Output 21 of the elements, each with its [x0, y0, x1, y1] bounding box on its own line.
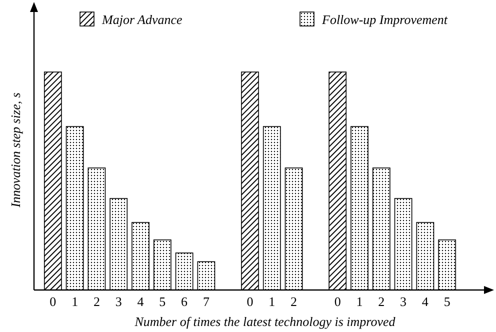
- legend-label: Follow-up Improvement: [321, 12, 448, 27]
- legend-label: Major Advance: [101, 12, 182, 27]
- x-tick-label: 0: [334, 294, 341, 309]
- x-tick-label: 0: [246, 294, 254, 309]
- x-tick-label: 2: [290, 294, 298, 309]
- x-tick-label: 4: [422, 294, 429, 309]
- x-tick-label: 3: [115, 294, 122, 309]
- x-tick-label: 7: [202, 294, 210, 309]
- x-tick-label: 5: [444, 294, 450, 309]
- x-tick-label: 1: [356, 294, 363, 309]
- x-tick-label: 1: [72, 294, 78, 309]
- x-tick-label: 4: [137, 294, 144, 309]
- x-tick-label: 2: [93, 294, 100, 309]
- x-tick-label: 6: [181, 294, 188, 309]
- x-tick-label: 5: [159, 294, 166, 309]
- x-tick-label: 2: [378, 294, 385, 309]
- x-tick-label: 1: [268, 294, 276, 309]
- x-tick-label: 0: [50, 294, 56, 309]
- x-tick-label: 3: [400, 294, 407, 309]
- y-axis-title: Innovation step size, s: [8, 92, 23, 208]
- x-axis-title: Number of times the latest technology is improved: [134, 314, 396, 329]
